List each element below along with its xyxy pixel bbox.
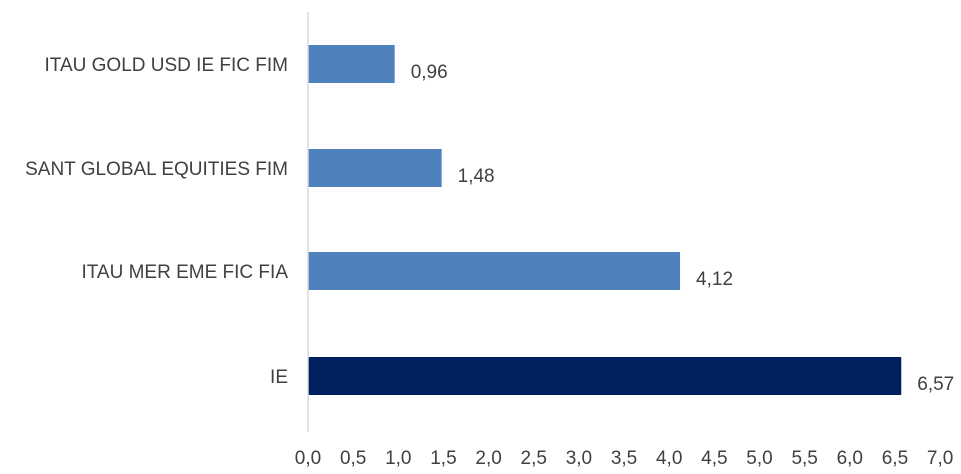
data-label-0: 0,96 xyxy=(411,62,448,83)
bars-layer xyxy=(308,45,902,395)
data-label-1: 1,48 xyxy=(458,166,495,187)
x-tick-label-14: 7,0 xyxy=(927,448,953,469)
x-tick-label-6: 3,0 xyxy=(566,448,592,469)
data-label-2: 4,12 xyxy=(696,269,733,290)
x-tick-label-0: 0,0 xyxy=(295,448,321,469)
x-tick-label-7: 3,5 xyxy=(611,448,637,469)
data-label-3: 6,57 xyxy=(917,374,954,395)
category-label-2: ITAU MER EME FIC FIA xyxy=(81,262,288,283)
bar-2 xyxy=(308,252,681,290)
x-tick-label-3: 1,5 xyxy=(430,448,456,469)
x-tick-label-1: 0,5 xyxy=(340,448,366,469)
x-tick-label-11: 5,5 xyxy=(791,448,817,469)
x-tick-label-5: 2,5 xyxy=(521,448,547,469)
x-tick-label-9: 4,5 xyxy=(701,448,727,469)
category-label-1: SANT GLOBAL EQUITIES FIM xyxy=(25,159,288,180)
x-tick-label-12: 6,0 xyxy=(837,448,863,469)
bar-1 xyxy=(308,149,442,187)
category-label-3: IE xyxy=(270,367,288,388)
x-tick-label-10: 5,0 xyxy=(746,448,772,469)
category-label-0: ITAU GOLD USD IE FIC FIM xyxy=(45,55,289,76)
bar-3 xyxy=(308,357,902,395)
bar-0 xyxy=(308,45,395,83)
labels-layer: ITAU GOLD USD IE FIC FIM 0,96 SANT GLOBAL … xyxy=(25,55,954,395)
x-axis-ticks: 0,0 0,5 1,0 1,5 2,0 2,5 3,0 3,5 4,0 4,5 5,0 5,5 6,0 6… xyxy=(295,448,954,469)
x-tick-label-4: 2,0 xyxy=(475,448,501,469)
x-tick-label-13: 6,5 xyxy=(882,448,908,469)
x-tick-label-2: 1,0 xyxy=(385,448,411,469)
x-tick-label-8: 4,0 xyxy=(656,448,682,469)
